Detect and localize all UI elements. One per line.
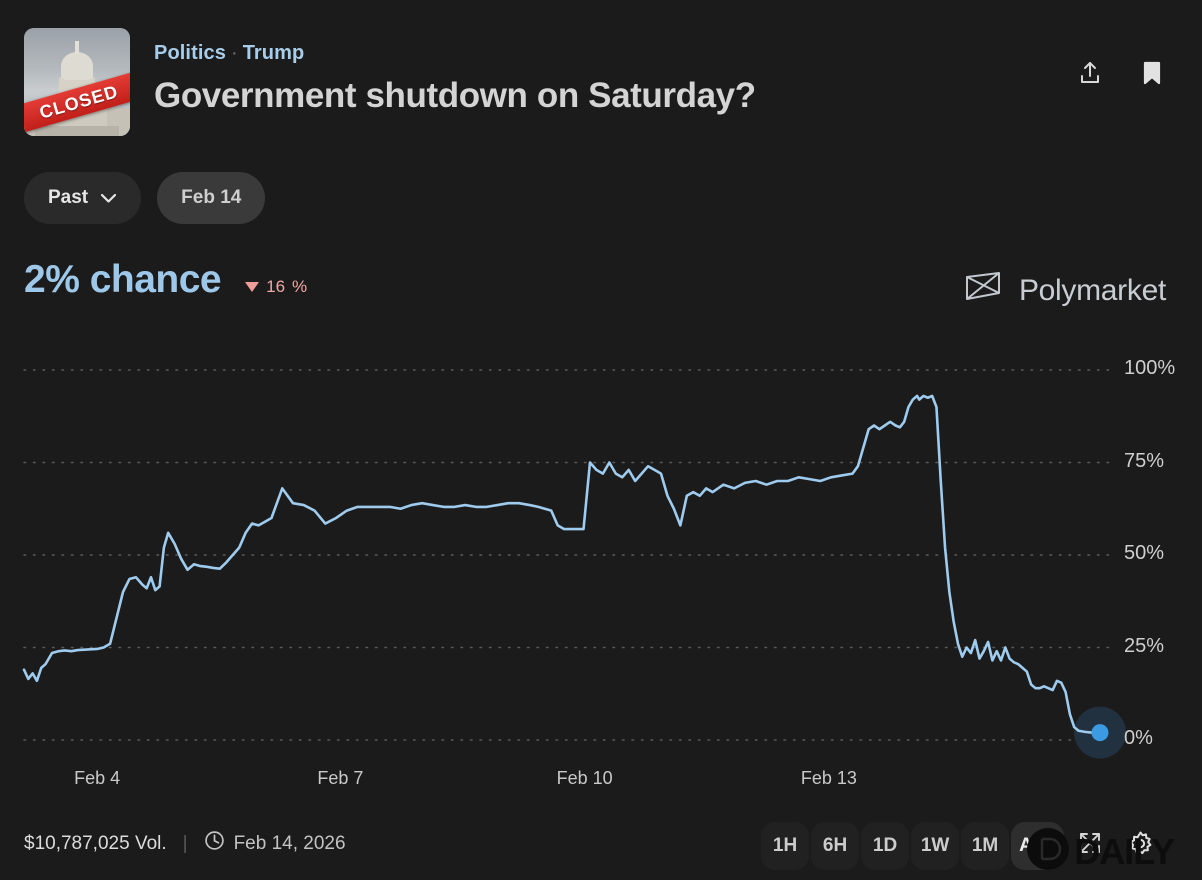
volume-info: $10,787,025 Vol. | Feb 14, 2026	[24, 830, 346, 857]
period-dropdown[interactable]: Past	[24, 172, 142, 224]
range-button-1d[interactable]: 1D	[861, 822, 910, 870]
clock-icon	[204, 830, 225, 857]
breadcrumb: Politics · Trump	[154, 42, 756, 65]
range-selector[interactable]: 1H 6H 1D 1W 1M ALL	[761, 822, 1164, 870]
change-indicator: 16 %	[245, 277, 307, 297]
settings-button[interactable]	[1116, 822, 1164, 870]
market-thumbnail: CLOSED	[24, 28, 130, 136]
breadcrumb-category[interactable]: Politics	[154, 42, 226, 64]
y-axis-tick: 0%	[1124, 727, 1153, 749]
date-chip-label: Feb 14	[181, 187, 242, 208]
page-title: Government shutdown on Saturday?	[154, 76, 756, 115]
share-icon	[1077, 59, 1103, 92]
y-axis-labels: 100% 75% 50% 25% 0%	[1112, 348, 1202, 768]
date-chip[interactable]: Feb 14	[157, 172, 266, 224]
x-axis-tick: Feb 7	[317, 768, 364, 788]
triangle-down-icon	[245, 282, 260, 292]
market-header: CLOSED Politics · Trump Government shutdow…	[24, 28, 756, 136]
polymarket-logo-icon	[963, 270, 1003, 311]
bookmark-icon	[1140, 59, 1164, 92]
y-axis-tick: 75%	[1124, 449, 1165, 472]
chance-summary: 2% chance 16 %	[24, 258, 307, 302]
settings-gear-icon	[1127, 830, 1154, 863]
endpoint-dot[interactable]	[1091, 724, 1109, 742]
share-button[interactable]	[1076, 60, 1104, 90]
chart-line	[22, 394, 1102, 734]
range-button-1w[interactable]: 1W	[911, 822, 960, 870]
range-button-1h[interactable]: 1H	[761, 822, 810, 870]
x-axis-tick: Feb 4	[74, 768, 121, 788]
chart-canvas[interactable]	[0, 348, 1202, 768]
chevron-down-icon	[100, 193, 117, 204]
breadcrumb-separator: ·	[230, 42, 238, 64]
y-axis-tick: 100%	[1124, 357, 1176, 379]
breadcrumb-subcategory[interactable]: Trump	[242, 42, 305, 64]
range-button-all[interactable]: ALL	[1011, 822, 1064, 870]
x-axis-tick: Feb 13	[800, 768, 857, 788]
change-unit: %	[292, 277, 308, 296]
market-date: Feb 14, 2026	[233, 832, 346, 854]
capitol-spire	[75, 40, 79, 54]
x-axis-labels: Feb 4 Feb 7 Feb 10 Feb 13	[0, 768, 1202, 802]
x-axis-tick: Feb 10	[556, 768, 613, 788]
brand-name: Polymarket	[1018, 273, 1166, 307]
bookmark-button[interactable]	[1138, 60, 1166, 90]
y-axis-tick: 25%	[1124, 634, 1165, 657]
range-button-6h[interactable]: 6H	[811, 822, 860, 870]
header-actions	[1076, 60, 1166, 90]
fullscreen-icon	[1077, 830, 1103, 862]
brand: Polymarket	[963, 270, 1166, 311]
range-button-1m[interactable]: 1M	[961, 822, 1010, 870]
fullscreen-button[interactable]	[1066, 822, 1114, 870]
capitol-steps	[34, 126, 120, 136]
footer-divider: |	[182, 832, 188, 854]
price-chart[interactable]: 100% 75% 50% 25% 0%	[0, 348, 1202, 768]
chart-footer: $10,787,025 Vol. | Feb 14, 2026 1H 6H 1D 1W…	[0, 812, 1202, 880]
header-text: Politics · Trump Government shutdown on Sa…	[154, 28, 756, 116]
filter-chips: Past Feb 14	[24, 172, 266, 224]
y-axis-tick: 50%	[1124, 542, 1165, 564]
capitol-dome	[61, 51, 93, 80]
change-value: 16	[266, 277, 286, 296]
period-label: Past	[48, 187, 89, 208]
volume-value: $10,787,025 Vol.	[24, 832, 167, 854]
chance-value: 2% chance	[24, 258, 222, 301]
